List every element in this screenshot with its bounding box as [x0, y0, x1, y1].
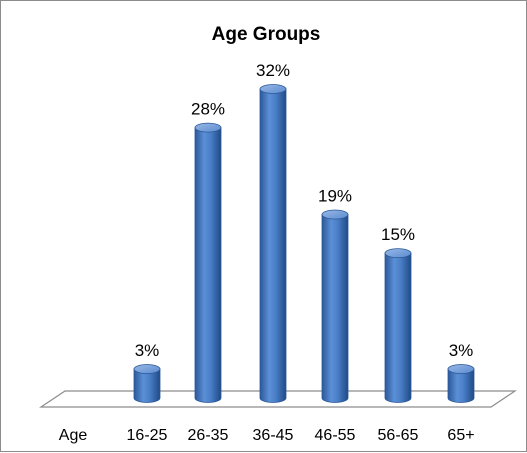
tick-label: 26-35: [188, 427, 229, 444]
bar-body: [384, 252, 412, 403]
bar: [194, 122, 222, 403]
bar-cap: [321, 209, 349, 220]
tick-label: 46-55: [315, 427, 356, 444]
data-label: 32%: [256, 61, 290, 80]
bar-body: [321, 214, 349, 403]
bar-body: [447, 368, 475, 403]
bar: [321, 209, 349, 403]
data-label: 15%: [381, 225, 415, 244]
bar-cap: [384, 248, 412, 259]
axis-label: Age: [59, 427, 88, 444]
bar: [133, 364, 161, 403]
tick-label: 65+: [447, 427, 474, 444]
bar-body: [133, 368, 161, 403]
data-label: 19%: [318, 187, 352, 206]
bar-cap: [133, 364, 161, 374]
bar-cap: [259, 84, 287, 94]
data-label: 28%: [191, 100, 225, 119]
bar-cap: [194, 122, 222, 133]
tick-label: 56-65: [378, 427, 419, 444]
bar-body: [194, 127, 222, 403]
bar: [384, 248, 412, 403]
bar: [259, 84, 287, 403]
tick-label: 36-45: [253, 427, 294, 444]
data-label: 3%: [449, 341, 474, 360]
bar-cap: [447, 364, 475, 374]
bar-series: [133, 84, 475, 403]
tick-label: 16-25: [127, 427, 168, 444]
chart-title: Age Groups: [212, 24, 321, 45]
bar: [447, 364, 475, 403]
bar-body: [259, 88, 287, 403]
data-label: 3%: [135, 341, 160, 360]
